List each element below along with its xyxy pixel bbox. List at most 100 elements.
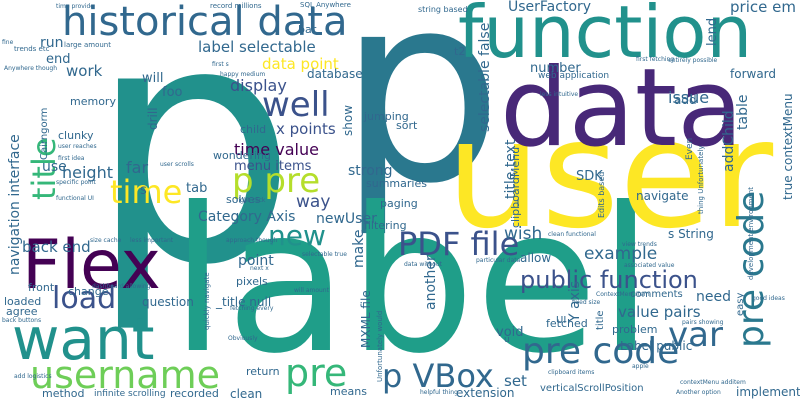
word-quickly-navigate: quickly navigate <box>203 272 211 330</box>
word-dashboard-allowing: dashboard allowing <box>92 283 151 290</box>
word-display: display <box>230 76 287 95</box>
word-large-amount: large amount <box>64 41 111 49</box>
word-sort: sort <box>396 119 418 132</box>
word-pdf-file: PDF file <box>398 225 520 263</box>
word-newuser: newUser <box>316 211 377 227</box>
word-specific-point: specific point <box>56 179 96 186</box>
word-add: add <box>674 93 697 107</box>
word-back-buttons: back buttons <box>2 317 42 324</box>
word-data: data <box>500 46 744 171</box>
word-entirely-possible: entirely possible <box>668 57 718 64</box>
word-menu-contextmenu: contextMenu additem <box>680 379 746 386</box>
word-summaries: summaries <box>366 177 427 190</box>
word-make: make <box>351 229 367 268</box>
word-s: s <box>140 183 147 198</box>
word-clipboardmenu: clipboardMenu <box>509 146 522 228</box>
word-obviously: Obviously <box>228 335 258 342</box>
word-wondering: wondering <box>213 149 271 162</box>
word-drill: drill <box>146 107 160 130</box>
word-set: set <box>504 372 527 390</box>
word-forward: forward <box>730 67 777 81</box>
word-price-em: price em <box>730 0 796 16</box>
word-lend: lend <box>705 17 720 46</box>
word-will-amount: will amount <box>294 287 329 294</box>
word-view-trends: view trends <box>622 241 657 248</box>
word-question: question <box>142 295 194 309</box>
word-recorded: recorded <box>170 387 219 400</box>
word-record-millions: record millions <box>210 2 262 10</box>
word-show: show <box>341 104 355 136</box>
word-return: return <box>246 365 280 378</box>
word-pairs-showing: pairs showing <box>682 319 724 326</box>
word-p: p <box>88 0 298 337</box>
word-public-function: public function <box>520 266 698 294</box>
word-category-axis: Category Axis <box>198 209 296 225</box>
word-method: method <box>42 387 85 400</box>
word-number: number <box>530 61 581 76</box>
word-title-null: _title null <box>216 295 272 309</box>
word-s-string: s String <box>668 227 714 241</box>
word-point: point <box>238 253 274 269</box>
word-filtering: filtering <box>364 219 407 232</box>
word-size-cache: size cache <box>90 237 122 244</box>
word-data-point: data point <box>262 55 339 73</box>
word-way: way <box>296 192 331 212</box>
word-back-end: back end <box>22 238 91 256</box>
word-mxml-file: MXML file <box>359 290 373 348</box>
word-next-x: next x <box>250 265 269 272</box>
word-sdk: SDK <box>576 169 603 184</box>
word-tab: tab <box>186 181 208 196</box>
word-clean: clean <box>230 387 263 400</box>
word-approach-though: approach though <box>226 237 278 244</box>
word-easy: easy <box>735 292 746 316</box>
word-selectable-false: selectable false <box>477 22 493 132</box>
word-clunky: clunky <box>58 129 94 142</box>
word-x-points: x points <box>276 120 336 138</box>
word-username: username <box>30 353 220 397</box>
word-work: work <box>66 62 103 80</box>
word-load: load <box>52 281 117 316</box>
word-function: function <box>458 0 753 74</box>
word-new: new <box>268 219 326 252</box>
word-strong: strong <box>348 163 393 179</box>
word-implement: implement <box>736 385 800 399</box>
word-wish: wish <box>504 224 543 244</box>
word-var: var <box>668 315 723 355</box>
word-time: time <box>110 173 183 211</box>
word-cairngorm: Cairngorm <box>39 107 50 160</box>
word-extension: extension <box>456 386 515 400</box>
word-first-idea: first idea <box>58 155 85 162</box>
word-pre: pre <box>285 351 348 395</box>
word-less-important: less important <box>130 237 174 244</box>
word-want: want <box>12 305 155 373</box>
word-t2: t2 <box>454 45 466 58</box>
word-data-without: data without <box>404 261 442 268</box>
word-apple: apple <box>632 363 649 370</box>
word-right-click: right click <box>236 197 266 204</box>
word-selectable-true: selectable true <box>302 251 347 258</box>
word-add-logistics: add logistics <box>14 373 52 380</box>
word-fetching-every: fetching every <box>230 305 274 312</box>
word-navigation-interface: navigation interface <box>7 134 23 275</box>
word-run: run <box>40 35 64 51</box>
word-web-application: web application <box>538 71 610 81</box>
word-addchild: addChild <box>721 110 737 172</box>
word-will: will <box>142 71 164 86</box>
word-u: u <box>504 335 510 345</box>
word-another-option: Another option <box>676 389 721 396</box>
word-first-fetching: first fetching <box>636 56 675 63</box>
word-jumping: jumping <box>364 110 409 123</box>
word-vertical-scroll: verticalScrollPosition <box>540 383 644 394</box>
word-anywhere-though: Anywhere though <box>4 65 58 72</box>
word-navigate: navigate <box>636 189 689 203</box>
word-first-s: first s <box>212 61 229 68</box>
word-true-contextmenu: true contextMenu <box>781 93 795 200</box>
word-change: change <box>68 285 109 298</box>
word-user-scrolls: user scrolls <box>160 161 194 168</box>
word-historical-data: historical data <box>62 0 348 45</box>
word-p-vbox: p VBox <box>382 357 494 395</box>
word-memory: memory <box>70 95 116 108</box>
word-ui: UI <box>556 315 567 326</box>
word-particular-data: particular data <box>476 257 521 264</box>
word-comments: comments <box>630 289 683 300</box>
